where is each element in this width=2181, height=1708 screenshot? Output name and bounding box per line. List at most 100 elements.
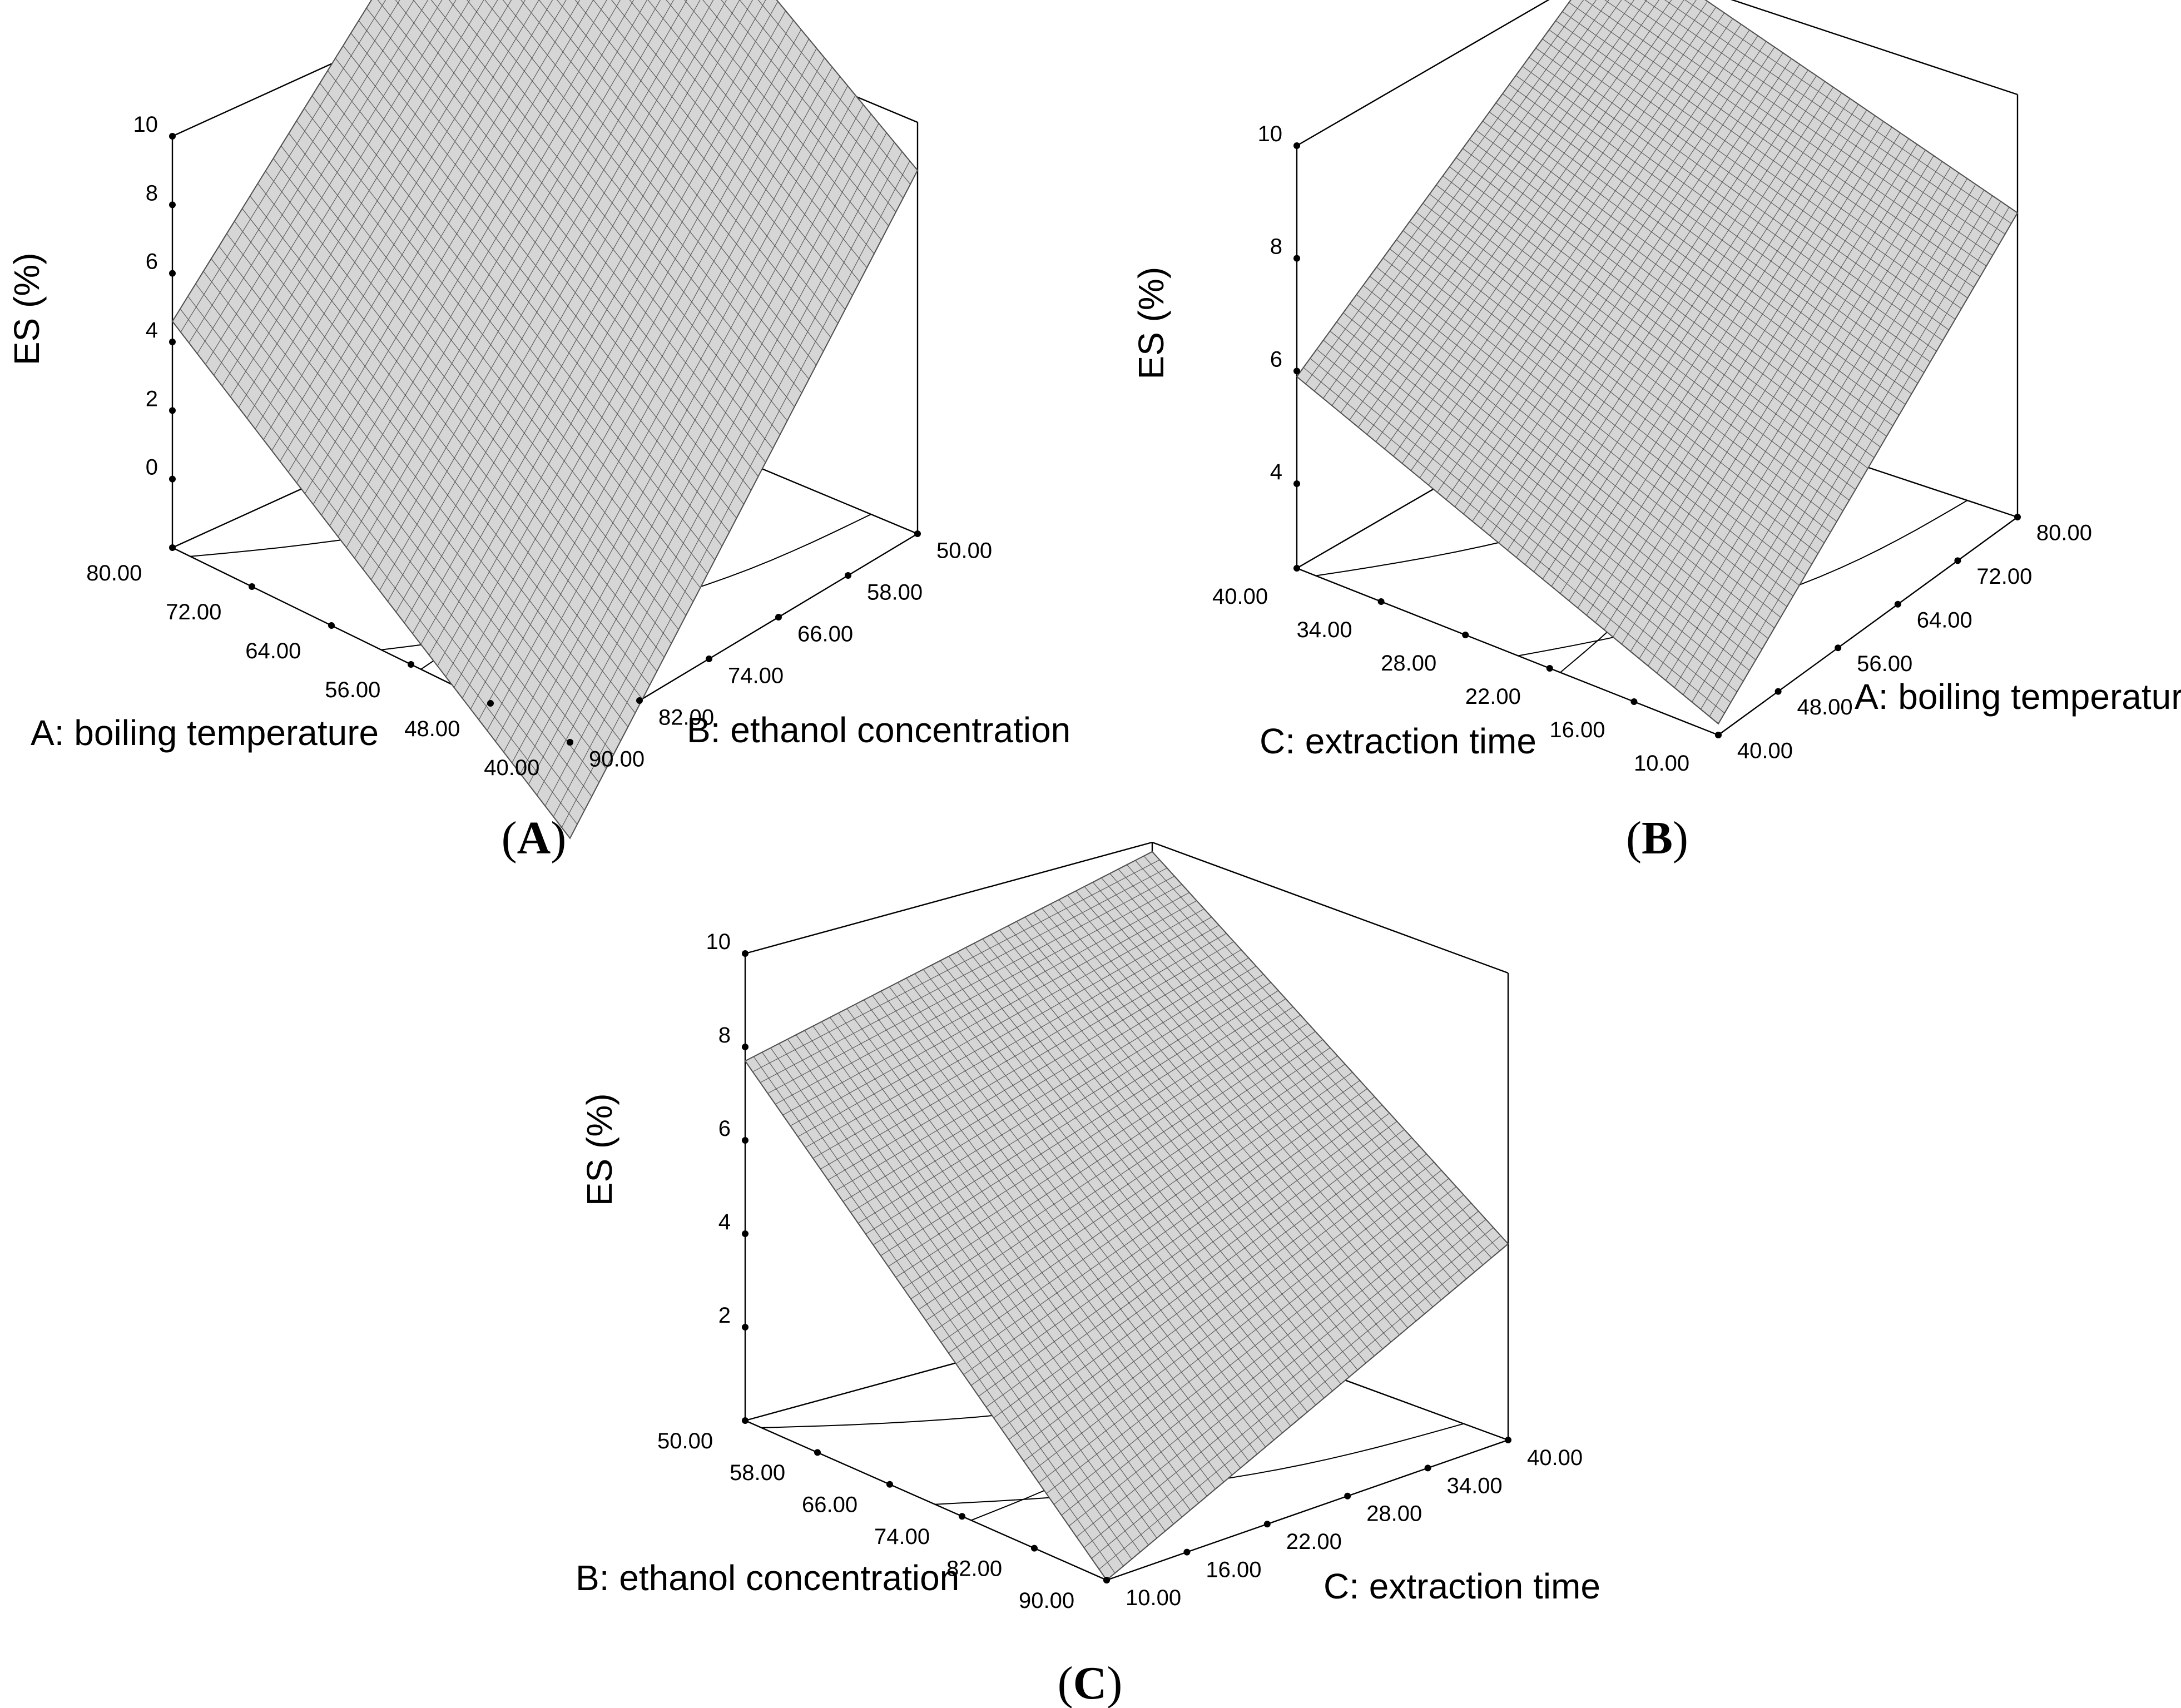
panel-label: (C) xyxy=(1058,1657,1123,1708)
right-axis-tick-mark xyxy=(1263,1521,1271,1528)
right-axis-tick-label: 40.00 xyxy=(1527,1446,1583,1470)
z-axis-label: ES (%) xyxy=(1131,267,1171,380)
right-axis-tick-mark xyxy=(1894,600,1901,608)
right-axis-tick-label: 90.00 xyxy=(589,747,645,771)
left-axis-label: C: extraction time xyxy=(1260,721,1536,761)
panel-letter: B xyxy=(1642,812,1673,864)
top-back-left-edge xyxy=(1296,0,1550,147)
left-axis-tick-mark xyxy=(328,622,335,629)
right-axis-tick-label: 56.00 xyxy=(1857,652,1912,676)
response-surface xyxy=(171,0,919,840)
z-tick-mark xyxy=(1293,480,1300,487)
panel-b: 4 6 8 10 ES (%) 40.00 34.00 28.00 22.00 16.00 10.0… xyxy=(1131,0,2181,864)
right-axis-tick-label: 72.00 xyxy=(1976,564,2032,589)
right-axis-tick-label: 74.00 xyxy=(728,663,784,688)
z-axis: 0 2 4 6 8 10 ES (%) xyxy=(7,112,176,483)
left-axis-tick-mark xyxy=(487,700,494,707)
right-axis-tick-mark xyxy=(775,614,782,620)
left-axis-tick-label: 80.00 xyxy=(86,561,142,585)
right-axis-tick-label: 58.00 xyxy=(867,580,923,604)
right-axis-label: C: extraction time xyxy=(1324,1566,1600,1606)
panel-a: 0 2 4 6 8 10 ES (%) 80.00 72.00 64.00 56.00 48.00 40… xyxy=(7,0,1070,864)
right-axis-tick-mark xyxy=(567,739,573,746)
right-axis-tick-mark xyxy=(914,530,921,537)
left-axis-tick-label: 72.00 xyxy=(166,600,221,624)
right-axis-tick-mark xyxy=(1835,644,1842,652)
left-axis-tick-label: 56.00 xyxy=(325,678,380,702)
right-axis-tick-label: 28.00 xyxy=(1366,1502,1422,1526)
right-axis-tick-mark xyxy=(1774,688,1782,695)
top-back-right-edge xyxy=(1731,0,2018,96)
z-axis-label: ES (%) xyxy=(7,252,47,365)
right-axis-tick-mark xyxy=(845,572,851,579)
panel-label: (B) xyxy=(1626,812,1688,864)
left-axis-tick-label: 50.00 xyxy=(657,1429,713,1453)
z-tick-mark xyxy=(1293,255,1300,262)
right-axis-tick-mark xyxy=(1103,1577,1110,1583)
right-axis-tick-label: 34.00 xyxy=(1447,1473,1503,1498)
left-axis-tick-mark xyxy=(959,1513,965,1520)
right-axis-tick-label: 16.00 xyxy=(1206,1557,1261,1582)
right-axis-tick-label: 80.00 xyxy=(2036,521,2092,545)
z-tick-mark xyxy=(169,270,176,277)
left-axis-tick-label: 40.00 xyxy=(1212,584,1268,609)
z-tick-label: 10 xyxy=(1258,122,1283,146)
z-tick-mark xyxy=(169,339,176,345)
right-axis-tick-mark xyxy=(1505,1437,1511,1443)
panel-c: 2 4 6 8 10 ES (%) 50.00 58.00 66.00 74.00 82.00 90.… xyxy=(576,841,1600,1708)
right-axis-tick-mark xyxy=(1954,557,1961,564)
left-axis-tick-label: 58.00 xyxy=(730,1461,785,1485)
top-back-left-edge xyxy=(745,841,1153,955)
left-axis: 80.00 72.00 64.00 56.00 48.00 40.00 A: boiling… xyxy=(31,544,573,780)
panel-letter: C xyxy=(1073,1657,1107,1708)
floor-front-right-edge xyxy=(1106,1439,1509,1581)
z-tick-label: 4 xyxy=(718,1210,731,1234)
right-axis-tick-label: 10.00 xyxy=(1126,1586,1181,1610)
left-axis-tick-label: 22.00 xyxy=(1465,684,1521,709)
z-tick-label: 6 xyxy=(1270,347,1282,371)
left-axis-tick-mark xyxy=(814,1449,821,1456)
z-tick-mark xyxy=(1293,142,1300,149)
z-tick-mark xyxy=(1293,368,1300,375)
left-axis-tick-label: 48.00 xyxy=(404,717,460,741)
right-axis-tick-label: 50.00 xyxy=(936,538,992,563)
surface-mesh xyxy=(745,851,1509,1581)
right-axis-tick-label: 40.00 xyxy=(1737,739,1793,763)
z-tick-label: 2 xyxy=(718,1303,731,1328)
right-axis-label: B: ethanol concentration xyxy=(687,710,1070,750)
right-axis-tick-label: 48.00 xyxy=(1797,695,1853,719)
z-tick-mark xyxy=(742,1324,749,1330)
floor-front-right-edge xyxy=(1718,517,2018,736)
left-axis-tick-label: 16.00 xyxy=(1549,718,1605,742)
left-axis-label: A: boiling temperature xyxy=(31,713,379,753)
z-axis: 4 6 8 10 ES (%) xyxy=(1131,122,1300,487)
panel-label: (A) xyxy=(502,812,567,864)
z-tick-mark xyxy=(742,950,749,957)
z-tick-label: 4 xyxy=(146,318,158,342)
floor-front-left-edge xyxy=(745,1419,1107,1581)
left-axis-tick-mark xyxy=(1031,1545,1038,1552)
surface-mesh xyxy=(1296,0,2018,724)
left-axis-tick-label: 74.00 xyxy=(874,1525,930,1549)
z-tick-mark xyxy=(742,1044,749,1050)
left-axis-tick-mark xyxy=(1293,565,1300,572)
left-axis: 50.00 58.00 66.00 74.00 82.00 90.00 B: ethanol… xyxy=(576,1417,1110,1613)
left-axis-tick-mark xyxy=(1546,665,1553,672)
z-tick-mark xyxy=(169,475,176,483)
z-tick-label: 6 xyxy=(718,1116,731,1141)
z-tick-mark xyxy=(169,407,176,414)
right-axis-tick-label: 64.00 xyxy=(1917,608,1972,632)
top-back-right-edge xyxy=(1152,841,1509,974)
left-axis-tick-label: 90.00 xyxy=(1019,1588,1074,1613)
left-axis-tick-mark xyxy=(169,544,176,551)
right-axis-tick-mark xyxy=(1715,732,1722,738)
left-axis-tick-label: 10.00 xyxy=(1634,751,1689,776)
right-axis-tick-mark xyxy=(636,697,643,704)
left-axis-tick-mark xyxy=(742,1417,749,1424)
z-tick-label: 8 xyxy=(718,1023,731,1047)
z-tick-label: 8 xyxy=(146,181,158,205)
left-axis-tick-mark xyxy=(886,1481,893,1488)
left-axis-tick-label: 66.00 xyxy=(802,1493,857,1517)
